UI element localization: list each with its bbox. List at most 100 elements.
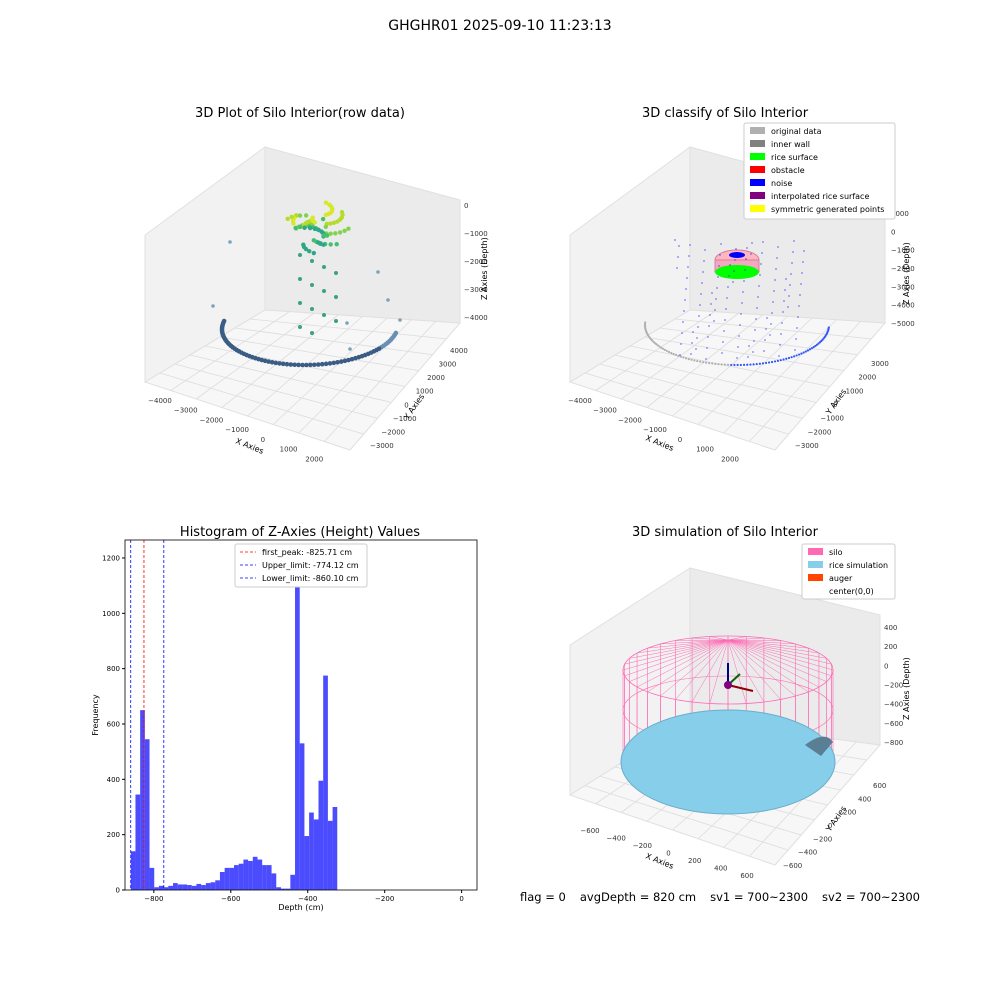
silo-roof-wire <box>727 639 827 659</box>
raw-z-tick: −1000 <box>464 230 488 238</box>
classify-noise-point <box>702 271 704 273</box>
raw-noise-point <box>211 304 215 308</box>
silo-roof-wire <box>727 639 827 682</box>
silo-roof-wire <box>727 639 832 665</box>
simulation-z-tick: −400 <box>884 701 903 709</box>
classify-noise-point <box>704 249 706 251</box>
classify-noise-point <box>720 243 722 245</box>
classify-noise-point <box>795 338 797 340</box>
raw-wall-point <box>296 362 301 368</box>
classify-wall-point <box>723 363 726 366</box>
classify-noise-point <box>753 340 755 342</box>
raw-noise-point <box>348 347 352 351</box>
classify-noise-point <box>744 269 746 271</box>
classify-wall-point <box>714 362 717 365</box>
classify-noise-point <box>759 274 761 276</box>
silo-roof-wire <box>727 637 764 641</box>
histogram-bar <box>327 820 333 890</box>
simulation-legend: silo rice simulation auger center(0,0) <box>801 543 896 600</box>
raw-wall-point <box>342 358 348 364</box>
rice-simulation-surface <box>620 709 836 815</box>
classify-noise-point <box>775 268 777 270</box>
raw-wall-point <box>280 361 286 367</box>
classify-wall-point <box>782 358 785 361</box>
classify-noise-point <box>682 321 684 323</box>
silo-roof-wire <box>727 639 796 645</box>
simulation-x-tick: 0 <box>666 850 670 858</box>
silo-roof-wire <box>727 639 781 700</box>
classify-wall-point <box>696 359 699 363</box>
classify-wall-point <box>808 348 811 351</box>
histogram-bar <box>271 873 277 890</box>
classify-noise-point <box>708 325 710 327</box>
classify-noise-point <box>766 317 768 319</box>
raw-surface-point <box>333 231 338 236</box>
classify-noise-point <box>714 309 716 311</box>
classify-wall-point <box>795 354 798 357</box>
raw-surface-point <box>327 202 332 207</box>
classify-wall-point <box>656 344 659 347</box>
classify-noise-point <box>709 314 711 316</box>
classify-noise-point <box>792 251 794 253</box>
grid-line <box>723 319 837 434</box>
raw-surface-point <box>346 226 351 231</box>
raw-x-tick: −2000 <box>200 416 224 424</box>
classify-noise-point <box>697 326 699 328</box>
raw-z-tick: −2000 <box>464 258 488 266</box>
classify-x-tick: −1000 <box>643 426 667 434</box>
classify-noise-point <box>699 304 701 306</box>
classify-noise-point <box>745 258 747 260</box>
raw-y-tick: −2000 <box>381 428 405 436</box>
classify-noise-point <box>783 300 785 302</box>
silo-roof-wire <box>727 639 820 688</box>
histogram-bar <box>243 859 249 890</box>
histogram-x-tick: −200 <box>375 895 394 903</box>
avg-depth-text: avgDepth = 820 cm <box>579 890 697 904</box>
classify-noise-point <box>756 307 758 309</box>
classify-z-tick: −4000 <box>891 302 915 310</box>
classify-wall-point <box>702 361 705 364</box>
classify-wall-point <box>770 360 774 364</box>
histogram-ylabel: Frequency <box>91 694 100 736</box>
classify-noise-point <box>726 297 728 299</box>
sv1-text: sv1 = 700~2300 <box>710 890 809 904</box>
silo-roof-wire <box>660 639 729 645</box>
histogram-x-tick: −600 <box>221 895 240 903</box>
classify-wall-point <box>684 357 688 360</box>
raw-surface-point <box>328 221 333 226</box>
raw-surface-point <box>337 230 343 235</box>
classify-y-tick: −3000 <box>795 442 819 450</box>
classify-noise-point <box>674 239 676 241</box>
silo-roof-wire <box>636 639 729 688</box>
histogram-bar <box>257 859 263 890</box>
classify-noise-point <box>683 310 685 312</box>
classify-noise-point <box>692 331 694 333</box>
classify-legend-label: interpolated rice surface <box>771 192 869 201</box>
simulation-x-tick: 600 <box>740 872 753 880</box>
classify-noise-point <box>779 344 781 346</box>
histogram-y-tick: 200 <box>107 831 120 839</box>
histogram-bar <box>248 860 253 890</box>
raw-surface-point <box>334 242 339 247</box>
histogram-bar <box>140 710 145 890</box>
histogram-bar <box>318 780 324 890</box>
classify-wall-point <box>746 363 749 366</box>
classify-noise-point <box>679 354 681 356</box>
raw-wall-point <box>327 361 333 366</box>
classify-noise-point <box>777 246 779 248</box>
histogram-bar <box>234 865 239 890</box>
classify-wall-point <box>815 343 819 346</box>
classify-wall-point <box>817 342 820 345</box>
histogram-xlabel: Depth (cm) <box>278 903 323 912</box>
classify-noise-point <box>685 288 687 290</box>
simulation-legend-label: rice simulation <box>829 561 888 570</box>
classify-noise-point <box>723 330 725 332</box>
classify-noise-point <box>736 357 738 359</box>
histogram-y-tick: 600 <box>107 720 120 728</box>
raw-wall-point <box>338 359 344 364</box>
classify-wall-point <box>661 347 665 350</box>
status-footer: flag = 0 avgDepth = 820 cm sv1 = 700~2300 s… <box>520 890 934 904</box>
classify-noise-point <box>785 278 787 280</box>
classify-wall-point <box>682 356 685 359</box>
classify-x-tick: −3000 <box>593 407 617 415</box>
